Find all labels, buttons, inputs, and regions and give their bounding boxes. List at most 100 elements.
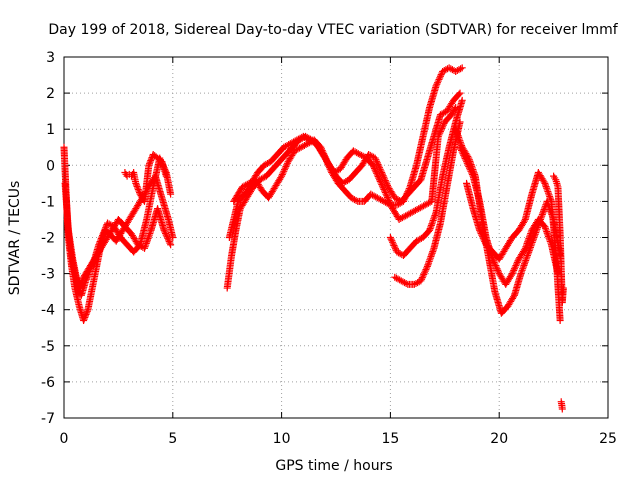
data-point [435,75,443,83]
x-tick-label: 0 [60,431,69,447]
data-point [369,161,377,169]
data-point [380,173,388,181]
data-point [448,66,456,74]
data-point [77,279,85,287]
series-track-3 [63,205,175,292]
data-point [162,172,170,180]
data-point [134,184,142,192]
data-point [508,270,516,278]
data-point [146,158,154,166]
data-point [479,234,487,242]
data-point [83,307,91,315]
data-point [379,184,387,192]
data-point [278,172,286,180]
data-point [162,229,170,237]
data-point [420,269,428,277]
data-point [376,164,384,172]
data-point [437,126,445,134]
data-point [100,228,108,236]
data-point [383,181,391,189]
data-point [97,235,105,243]
data-point [510,265,518,273]
y-tick-label: 0 [46,158,55,174]
data-point [481,238,489,246]
data-point [382,190,390,198]
data-point [99,230,107,238]
data-point [278,171,286,179]
data-point [375,174,383,182]
data-point [373,169,381,177]
data-point [422,266,430,274]
series-track-4 [121,150,170,205]
series-track-11 [456,143,562,288]
data-point [418,274,426,282]
data-point [456,143,464,151]
data-point [317,143,325,151]
y-tick-label: 2 [46,86,55,102]
data-point [386,234,394,241]
data-point [381,177,389,185]
data-point [480,236,488,244]
data-point [509,268,517,276]
data-point [321,153,329,161]
data-point [458,64,466,72]
series-track-7 [230,104,460,223]
data-point [318,146,326,154]
data-point [78,278,86,286]
data-point [378,181,386,189]
data-point [132,179,140,187]
data-point [81,312,89,320]
data-point [166,239,174,247]
data-point [283,161,291,169]
y-tick-label: -3 [41,267,55,283]
x-tick-label: 20 [490,431,508,447]
data-point [493,265,501,273]
data-point [379,172,387,180]
data-point [465,163,473,171]
data-point [451,105,459,113]
data-point [82,310,90,318]
data-point [461,154,469,162]
data-point [371,154,379,162]
y-tick-label: -6 [41,375,55,391]
data-point [455,66,463,74]
data-point [457,65,465,73]
data-point [423,264,431,272]
data-point [492,263,500,271]
x-tick-label: 10 [273,431,291,447]
data-point [432,82,440,90]
data-point [460,151,468,159]
data-point [512,262,520,270]
x-tick-label: 25 [599,431,617,447]
data-point [492,262,500,270]
data-point [383,192,391,200]
y-tick-label: -1 [41,194,55,210]
data-point [460,153,468,161]
data-point [384,195,392,203]
data-point [101,225,109,233]
data-point [370,165,378,173]
data-point [438,124,446,132]
data-point [381,189,389,197]
data-point [507,271,515,279]
data-point [167,190,175,198]
data-point [391,243,399,251]
data-point [458,96,466,104]
data-point [280,167,288,175]
data-point [78,276,86,284]
data-point [456,118,464,126]
data-point [147,157,155,165]
data-point [514,257,522,265]
data-point [83,309,91,317]
data-point [462,156,470,164]
data-point [378,170,386,178]
data-point [381,187,389,195]
data-point [476,226,484,234]
data-point [511,263,519,271]
data-point [435,131,443,139]
data-point [385,197,393,205]
series-track-8 [386,96,466,260]
data-point [388,237,396,245]
series-track-10 [452,125,564,317]
data-point [160,226,168,234]
